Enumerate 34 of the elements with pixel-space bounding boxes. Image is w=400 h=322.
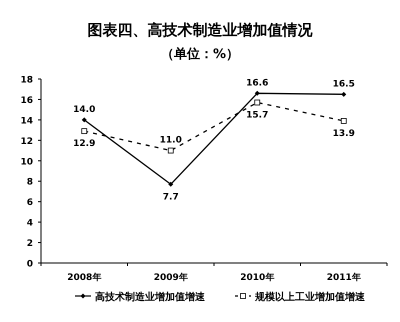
point [168, 182, 174, 187]
y-tick-label: 16 [20, 96, 33, 106]
data-label: 15.7 [246, 110, 268, 121]
x-tick-label: 2008年 [67, 272, 102, 283]
x-tick-label: 2010年 [240, 272, 274, 283]
chart-title: 图表四、高技术制造业增加值情况 [88, 21, 314, 39]
y-tick-label: 12 [20, 136, 33, 147]
data-label: 13.9 [332, 128, 355, 139]
chart-subtitle: （单位：%） [160, 46, 240, 62]
data-label: 12.9 [73, 139, 96, 150]
data-label: 14.0 [73, 104, 96, 115]
data-label: 16.6 [246, 78, 268, 88]
y-tick-label: 2 [26, 239, 33, 250]
legend-label: 高技术制造业增加值增速 [95, 291, 206, 303]
point [341, 92, 346, 97]
y-tick-label: 10 [20, 157, 33, 168]
y-tick-label: 8 [26, 178, 33, 188]
y-tick-label: 14 [20, 116, 33, 126]
y-tick-label: 18 [20, 76, 33, 86]
point [254, 100, 260, 106]
data-label: 16.5 [332, 79, 355, 90]
x-tick-label: 2011年 [326, 272, 361, 283]
point [340, 118, 347, 124]
point [168, 148, 174, 154]
y-tick-label: 6 [26, 198, 33, 208]
legend-label: 规模以上工业增加值增速 [254, 291, 366, 303]
y-tick-label: 4 [26, 218, 33, 229]
y-tick-label: 0 [26, 260, 33, 270]
x-tick-label: 2009年 [154, 272, 188, 283]
point [81, 128, 88, 134]
point [82, 117, 87, 122]
data-label: 11.0 [160, 136, 182, 146]
point [254, 90, 260, 96]
data-label: 7.7 [162, 192, 179, 202]
